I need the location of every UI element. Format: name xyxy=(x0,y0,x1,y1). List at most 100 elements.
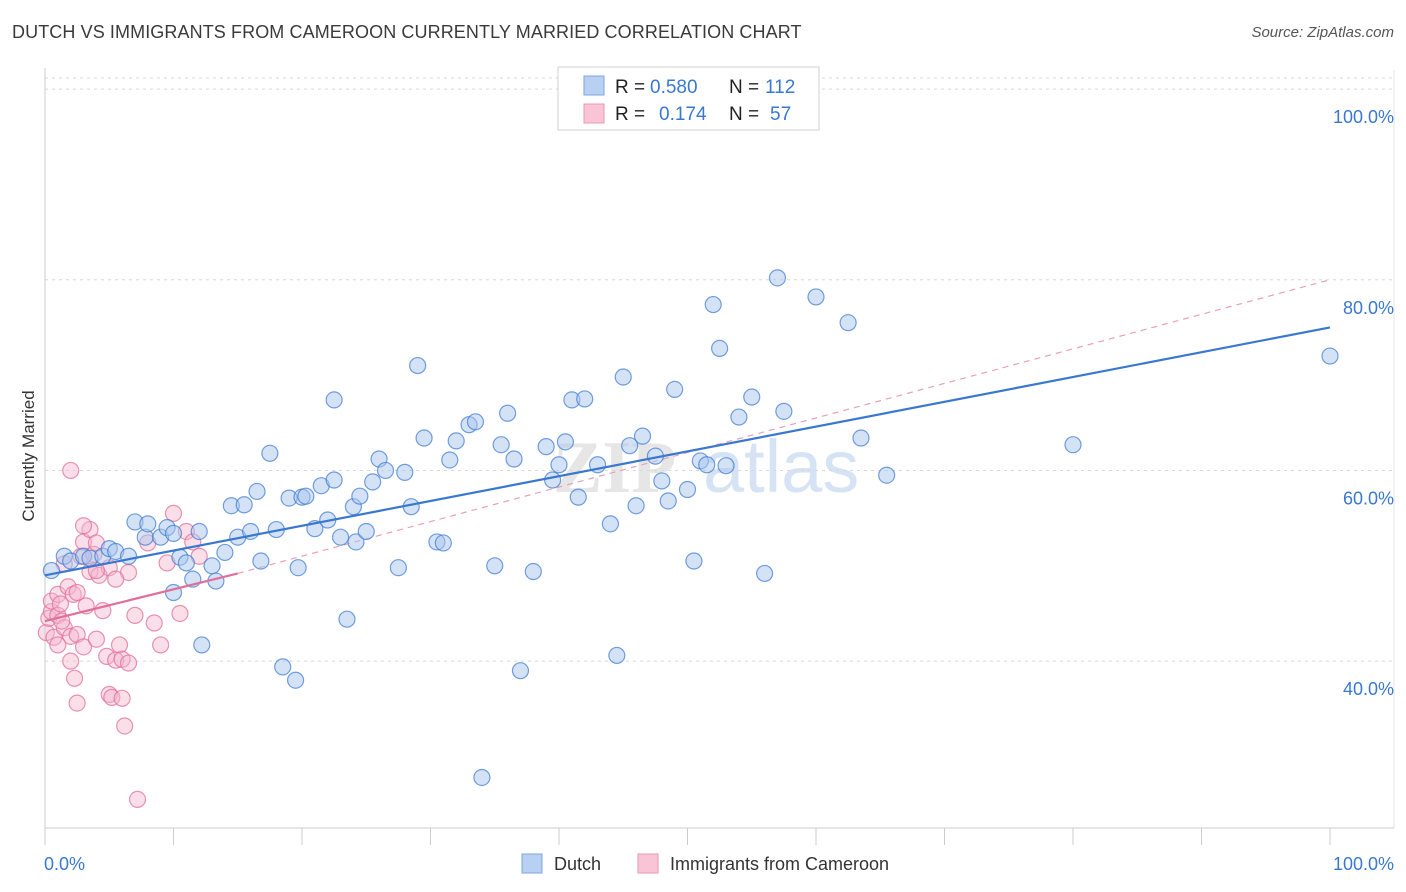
dutch-point xyxy=(441,451,459,469)
legend-r-label-2: R = xyxy=(615,104,645,125)
dutch-point xyxy=(666,380,684,399)
dutch-point xyxy=(261,444,279,462)
dutch-point xyxy=(608,646,626,665)
dutch-point xyxy=(569,488,587,506)
dutch-point xyxy=(633,427,652,445)
dutch-point xyxy=(252,552,270,570)
dutch-point xyxy=(704,295,722,314)
dutch-point xyxy=(537,438,555,456)
dutch-point xyxy=(653,472,671,490)
dutch-point xyxy=(338,610,356,628)
dutch-point xyxy=(409,356,427,375)
dutch-point xyxy=(839,314,857,332)
y-tick-label: 40.0% xyxy=(1343,679,1394,699)
legend-swatch-dutch xyxy=(583,75,605,96)
cameroon-point xyxy=(110,636,129,654)
dutch-point xyxy=(601,515,620,533)
cameroon-point xyxy=(152,636,170,654)
dutch-point xyxy=(286,671,305,689)
legend-r-value-1: 0.580 xyxy=(650,77,698,98)
cameroon-point xyxy=(113,689,131,707)
cameroon-trend-line xyxy=(44,572,239,623)
cameroon-point xyxy=(119,654,138,672)
dutch-point xyxy=(511,662,530,680)
dutch-point xyxy=(711,339,729,358)
dutch-point xyxy=(524,562,542,581)
dutch-point xyxy=(543,471,562,489)
bottom-swatch-dutch xyxy=(521,853,543,874)
cameroon-point xyxy=(62,461,80,480)
dutch-point xyxy=(807,288,825,306)
y-tick-label: 80.0% xyxy=(1343,298,1394,318)
dutch-point xyxy=(177,554,195,572)
y-tick-label: 100.0% xyxy=(1333,107,1394,127)
dutch-point xyxy=(289,559,307,577)
dutch-point xyxy=(466,413,485,431)
dutch-point xyxy=(351,487,369,505)
cameroon-point xyxy=(62,652,80,670)
y-tick-label: 60.0% xyxy=(1343,488,1394,508)
cameroon-point xyxy=(68,583,86,602)
bottom-swatch-cameroon xyxy=(637,853,659,874)
dutch-point xyxy=(376,461,395,480)
dutch-point xyxy=(396,463,414,481)
dutch-point xyxy=(499,404,517,422)
dutch-point xyxy=(492,436,510,454)
dutch-point xyxy=(576,390,594,408)
dutch-point xyxy=(755,564,774,583)
dutch-point xyxy=(717,457,735,475)
dutch-point xyxy=(216,543,234,562)
cameroon-point xyxy=(116,717,134,735)
dutch-point xyxy=(730,408,748,426)
x-tick-label-right: 100.0% xyxy=(1333,854,1394,874)
legend-n-label-1: N = xyxy=(729,77,759,98)
cameroon-point xyxy=(164,504,183,522)
dutch-point xyxy=(325,391,343,409)
cameroon-point xyxy=(145,614,163,632)
y-tick-labels: 100.0% 80.0% 60.0% 40.0% xyxy=(1333,107,1394,699)
dutch-point xyxy=(1064,436,1082,454)
dutch-point xyxy=(505,450,523,468)
cameroon-point xyxy=(74,517,93,535)
dutch-point xyxy=(164,524,183,542)
dutch-point xyxy=(325,471,343,489)
dutch-point xyxy=(297,487,315,505)
cameroon-point xyxy=(128,790,147,808)
cameroon-point xyxy=(87,630,106,648)
series-legend: Dutch Immigrants from Cameroon xyxy=(521,853,889,874)
dutch-point xyxy=(357,522,375,541)
y-axis-title: Currently Married xyxy=(19,390,38,521)
trend-lines xyxy=(237,279,1331,575)
dutch-point xyxy=(119,547,138,565)
axes xyxy=(44,68,1394,845)
dutch-point xyxy=(698,456,716,474)
dutch-point xyxy=(203,557,221,575)
dutch-point xyxy=(775,402,793,420)
source-credit: Source: ZipAtlas.com xyxy=(1251,24,1394,41)
dutch-trend-line xyxy=(44,326,1331,577)
cameroon-point xyxy=(68,694,86,712)
legend-n-label-2: N = xyxy=(729,104,759,125)
dutch-point xyxy=(659,492,677,510)
dutch-point xyxy=(621,437,639,455)
cameroon-point xyxy=(171,604,189,623)
dutch-point xyxy=(248,482,266,501)
cameroon-point xyxy=(49,636,67,654)
dutch-point xyxy=(193,636,211,654)
dutch-point xyxy=(556,433,575,451)
dutch-point xyxy=(473,768,491,787)
bottom-legend-cameroon: Immigrants from Cameroon xyxy=(670,854,889,874)
cameroon-point xyxy=(100,685,118,704)
dutch-point xyxy=(364,473,382,491)
cameroon-point xyxy=(51,595,70,613)
dutch-point xyxy=(447,432,465,450)
chart-title: DUTCH VS IMMIGRANTS FROM CAMEROON CURREN… xyxy=(12,22,802,42)
cameroon-point xyxy=(62,627,80,645)
dutch-point xyxy=(389,559,407,577)
bottom-legend-dutch: Dutch xyxy=(554,854,601,874)
dutch-point xyxy=(852,429,870,447)
dutch-point xyxy=(139,515,157,533)
dutch-point xyxy=(678,480,697,499)
cameroon-point xyxy=(65,669,84,687)
